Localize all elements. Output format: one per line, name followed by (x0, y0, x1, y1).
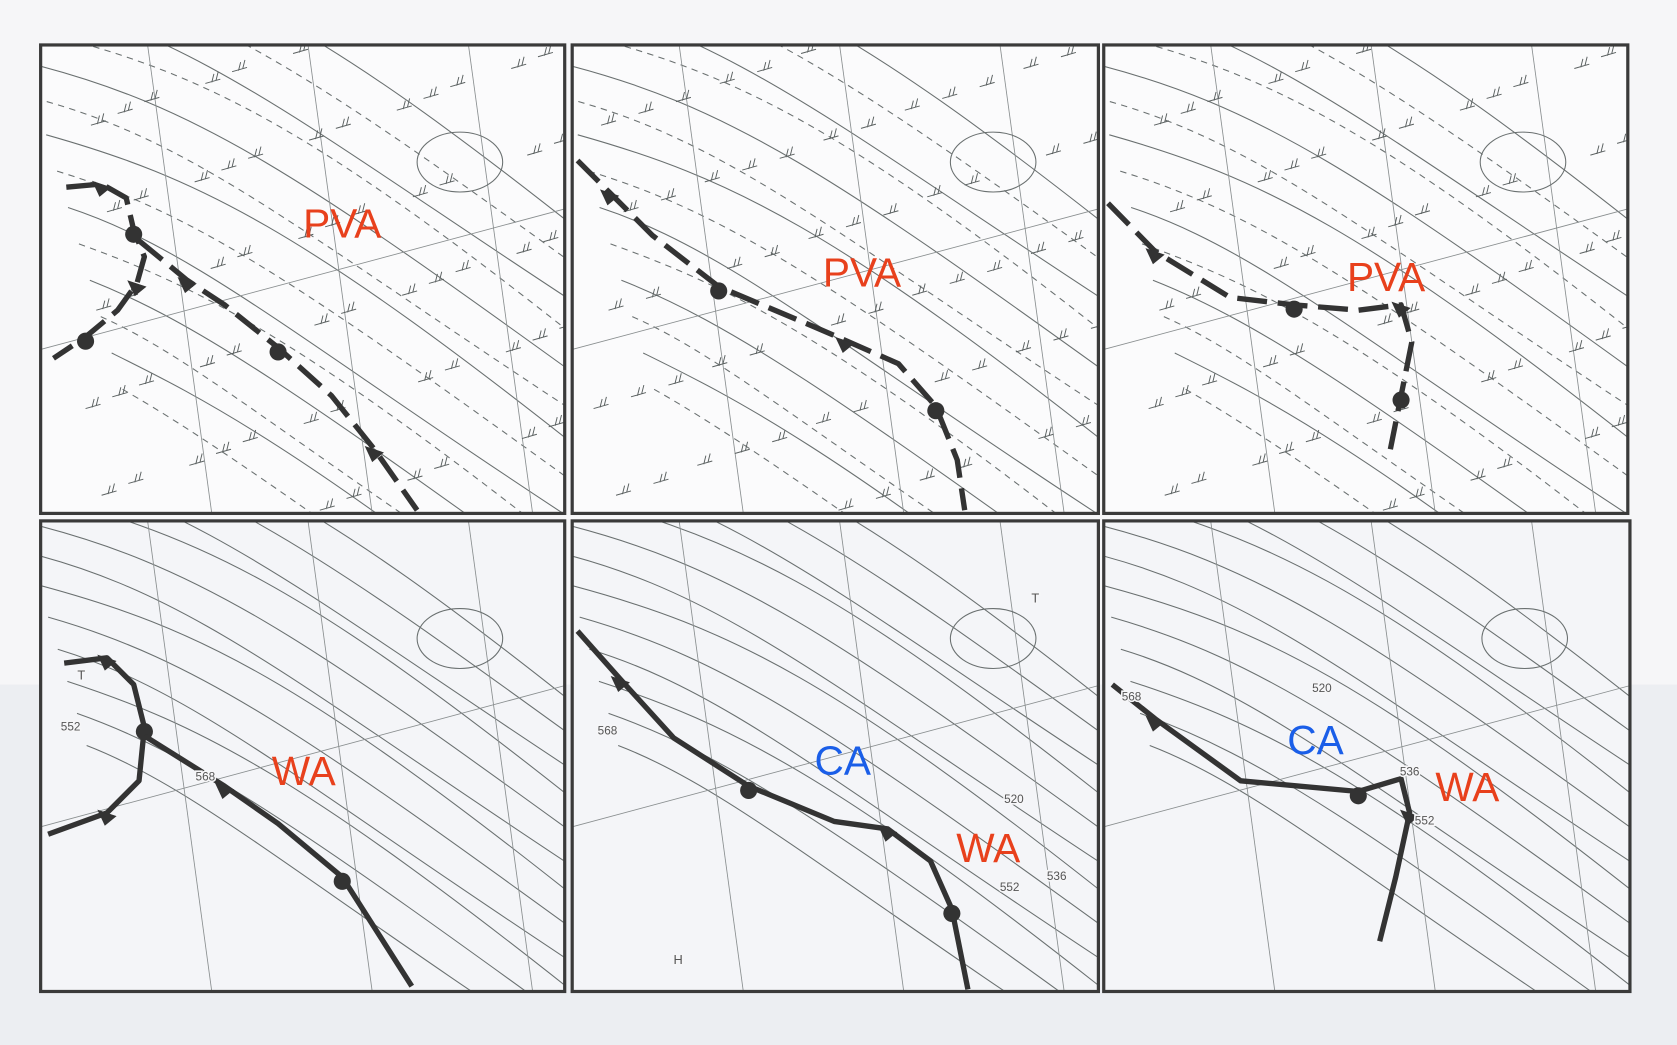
warm-front-symbol (927, 402, 944, 419)
warm-front-symbol (334, 873, 351, 890)
warm-front-symbol (740, 782, 757, 799)
contour-label: 568 (196, 771, 216, 784)
contour-label: 568 (1122, 690, 1142, 703)
contour-label: T (1031, 590, 1039, 605)
contour-label: 536 (1400, 765, 1420, 778)
contour-label: 520 (1004, 793, 1024, 806)
warm-front-symbol (1286, 301, 1303, 318)
contour-label: 552 (1000, 881, 1020, 894)
warm-front-symbol (943, 905, 960, 922)
contour-label: 536 (1047, 870, 1067, 883)
annotation-label: PVA (823, 250, 902, 296)
annotation-label: WA (272, 748, 337, 794)
annotation-label: CA (815, 737, 872, 783)
annotation-label: WA (1435, 764, 1500, 810)
contour-label: 520 (1312, 682, 1332, 695)
weather-map-figure: PVA PVA PVA WA T 552 568 CA WA 568 520 536 552 H T CA WA… (0, 0, 1677, 1045)
annotation-label: WA (956, 825, 1021, 871)
warm-front-symbol (270, 343, 287, 360)
warm-front-symbol (77, 333, 94, 350)
contour-label: 552 (61, 720, 81, 733)
contour-label: H (673, 952, 682, 967)
annotation-label: PVA (303, 201, 382, 247)
annotation-label: CA (1287, 717, 1344, 763)
warm-front-symbol (710, 282, 727, 299)
page: {"panels": [ {"labels": [{"text": "PVA",… (0, 0, 1677, 1045)
warm-front-symbol (1350, 787, 1367, 804)
contour-label: 552 (1415, 815, 1435, 828)
contour-label: T (77, 667, 85, 682)
warm-front-symbol (1393, 391, 1410, 408)
annotation-label: PVA (1347, 254, 1426, 300)
contour-label: 568 (598, 725, 618, 738)
